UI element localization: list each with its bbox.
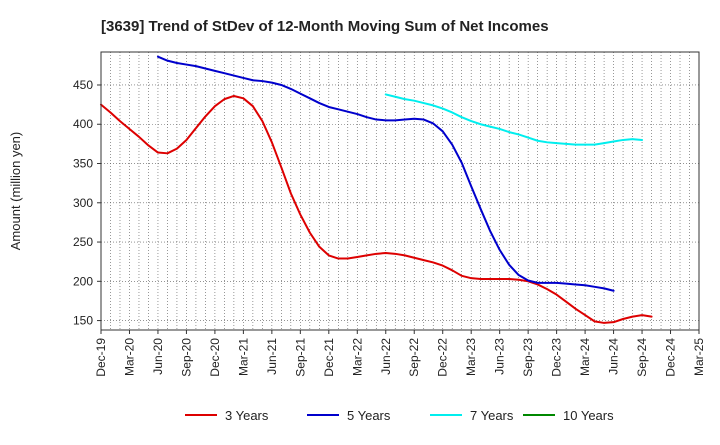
y-tick-label: 150 bbox=[73, 314, 93, 328]
plot-area bbox=[101, 52, 699, 330]
y-tick-label: 200 bbox=[73, 274, 93, 288]
series bbox=[100, 55, 653, 324]
legend-label-3: 7 Years bbox=[470, 408, 514, 423]
x-tick-label: Jun-24 bbox=[607, 338, 621, 375]
legend: 3 Years 5 Years 7 Years 10 Years bbox=[185, 408, 614, 423]
series-line-2 bbox=[156, 55, 615, 292]
x-tick-label: Dec-21 bbox=[322, 338, 336, 377]
y-axis-label: Amount (million yen) bbox=[8, 132, 23, 251]
x-tick-label: Dec-22 bbox=[436, 338, 450, 377]
legend-label-1: 3 Years bbox=[225, 408, 269, 423]
x-tick-label: Mar-23 bbox=[464, 338, 478, 376]
series-line-3 bbox=[384, 93, 644, 146]
plot-frame bbox=[100, 51, 700, 331]
x-tick-label: Jun-21 bbox=[265, 338, 279, 375]
x-tick-label: Sep-20 bbox=[179, 338, 193, 377]
legend-label-4: 10 Years bbox=[563, 408, 614, 423]
y-tick-label: 300 bbox=[73, 196, 93, 210]
x-tick-label: Mar-20 bbox=[122, 338, 136, 376]
x-tick-label: Mar-22 bbox=[350, 338, 364, 376]
x-tick-label: Jun-22 bbox=[379, 338, 393, 375]
x-tick-label: Jun-23 bbox=[493, 338, 507, 375]
legend-label-2: 5 Years bbox=[347, 408, 391, 423]
x-tick-label: Sep-24 bbox=[635, 338, 649, 377]
x-tick-label: Dec-20 bbox=[208, 338, 222, 377]
x-tick-label: Sep-21 bbox=[293, 338, 307, 377]
x-tick-label: Dec-19 bbox=[94, 338, 108, 377]
axes: 150 200 250 300 350 400 450 Dec-19 Mar-20 Jun-20 S… bbox=[73, 78, 706, 377]
x-tick-label: Dec-23 bbox=[550, 338, 564, 377]
x-tick-label: Mar-24 bbox=[578, 338, 592, 376]
x-tick-label: Sep-22 bbox=[407, 338, 421, 377]
x-tick-label: Mar-25 bbox=[692, 338, 706, 376]
y-tick-label: 450 bbox=[73, 78, 93, 92]
x-tick-label: Dec-24 bbox=[664, 338, 678, 377]
x-tick-label: Mar-21 bbox=[236, 338, 250, 376]
x-tick-label: Sep-23 bbox=[521, 338, 535, 377]
y-tick-label: 350 bbox=[73, 157, 93, 171]
series-line-1 bbox=[100, 94, 653, 324]
grid bbox=[101, 52, 699, 330]
chart-title: [3639] Trend of StDev of 12-Month Moving… bbox=[101, 18, 549, 35]
y-tick-label: 400 bbox=[73, 117, 93, 131]
y-tick-label: 250 bbox=[73, 235, 93, 249]
x-tick-label: Jun-20 bbox=[151, 338, 165, 375]
